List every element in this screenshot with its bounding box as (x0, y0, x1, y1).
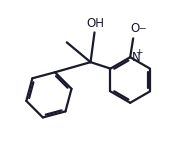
Text: OH: OH (87, 17, 104, 30)
Text: +: + (135, 48, 142, 57)
Text: −: − (138, 23, 145, 32)
Text: N: N (132, 51, 141, 64)
Text: O: O (130, 22, 139, 35)
